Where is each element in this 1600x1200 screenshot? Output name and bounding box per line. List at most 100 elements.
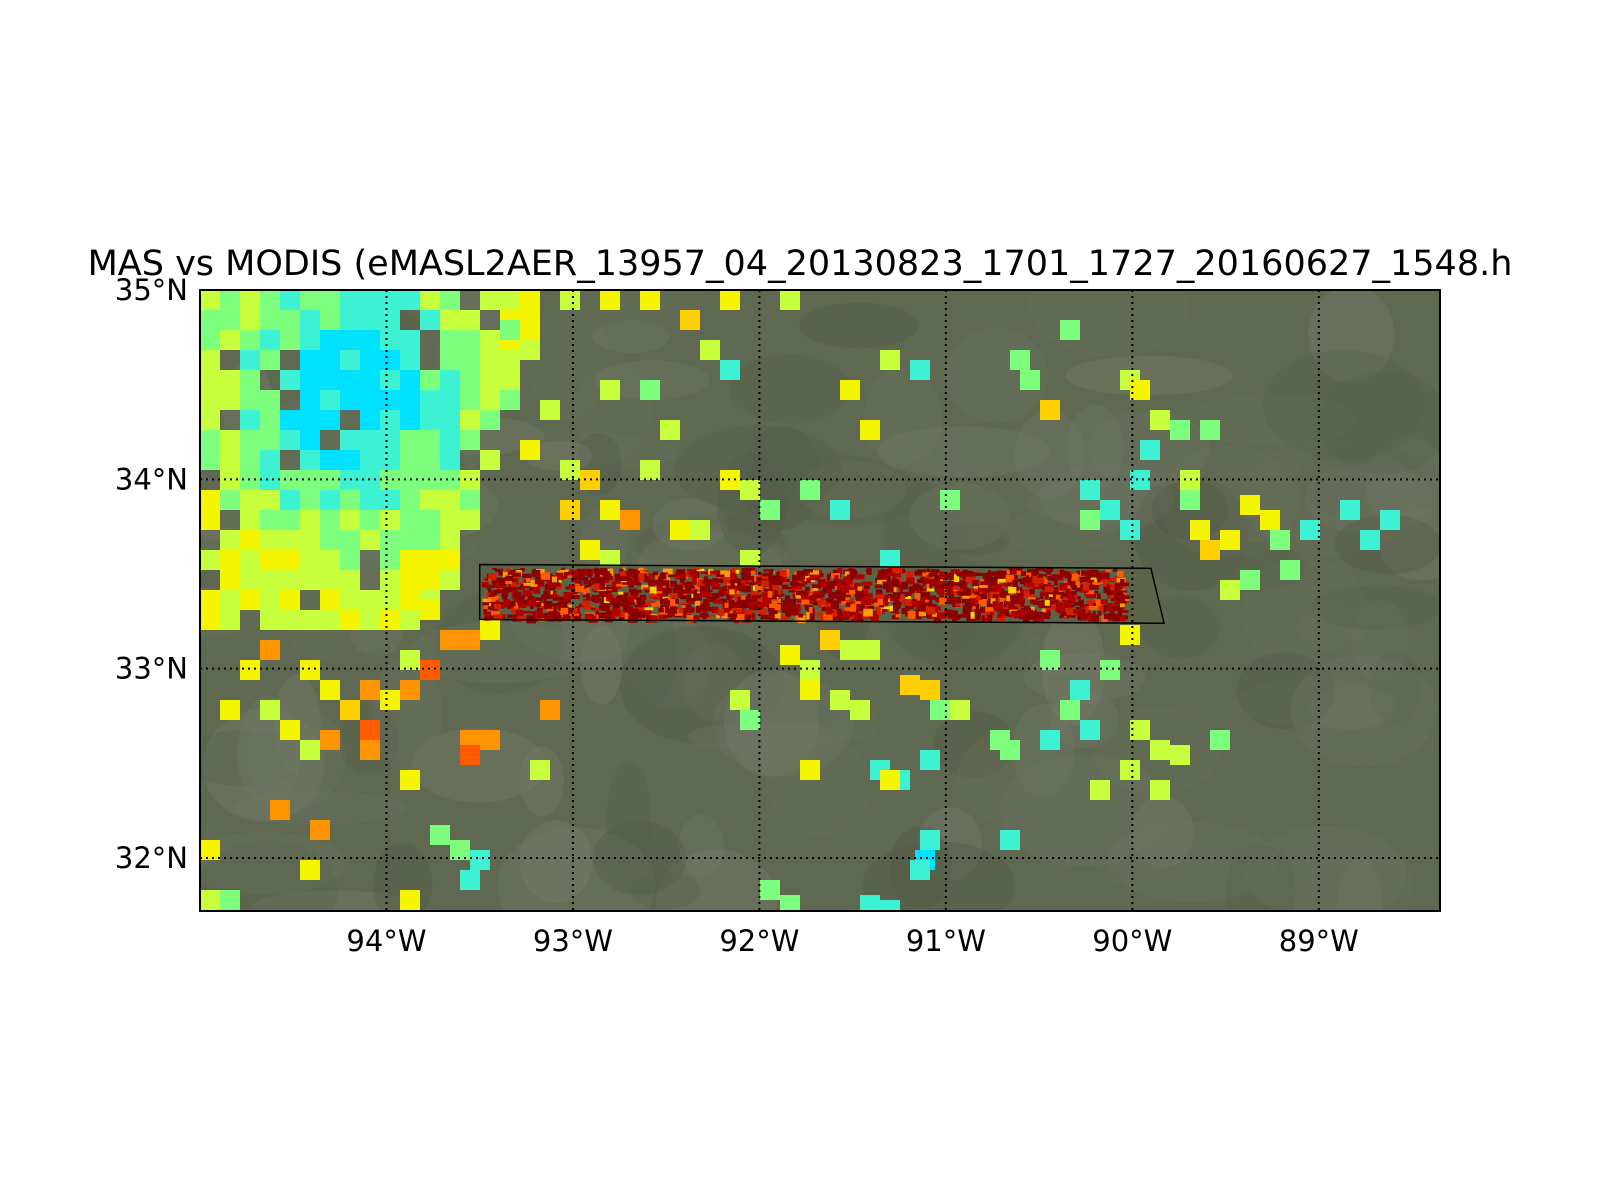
swath-pixel xyxy=(892,568,902,574)
swath-pixel xyxy=(668,574,676,577)
swath-pixel xyxy=(1038,584,1044,587)
aod-cell xyxy=(300,570,320,590)
aod-cell xyxy=(220,310,240,330)
aod-cell xyxy=(440,510,460,530)
aod-cell xyxy=(240,390,260,410)
aod-cell xyxy=(400,890,420,910)
aod-cell xyxy=(840,380,860,400)
swath-pixel xyxy=(687,615,694,623)
swath-pixel xyxy=(988,570,991,573)
aod-cell xyxy=(830,690,850,710)
swath-pixel xyxy=(518,600,526,604)
swath-pixel xyxy=(1011,596,1020,604)
swath-pixel xyxy=(916,603,920,610)
swath-pixel xyxy=(1063,597,1068,600)
aod-cell xyxy=(700,340,720,360)
swath-pixel xyxy=(561,568,564,570)
swath-pixel xyxy=(1101,599,1108,604)
aod-cell xyxy=(480,390,500,410)
swath-pixel xyxy=(563,615,567,620)
aod-cell xyxy=(380,350,400,370)
swath-pixel xyxy=(551,612,561,620)
aod-cell xyxy=(1280,560,1300,580)
aod-cell xyxy=(620,510,640,530)
aod-cell xyxy=(360,410,380,430)
swath-pixel xyxy=(850,604,856,612)
aod-cell xyxy=(220,570,240,590)
aod-cell xyxy=(400,350,420,370)
swath-pixel xyxy=(955,614,962,618)
aod-cell xyxy=(580,540,600,560)
swath-pixel xyxy=(939,571,945,579)
aod-cell xyxy=(440,290,460,310)
aod-cell xyxy=(440,310,460,330)
swath-pixel xyxy=(522,574,531,578)
swath-pixel xyxy=(627,578,633,585)
aod-cell xyxy=(460,410,480,430)
aod-cell xyxy=(380,690,400,710)
swath-pixel xyxy=(583,577,588,585)
aod-cell xyxy=(280,370,300,390)
aod-cell xyxy=(280,530,300,550)
swath-pixel xyxy=(505,576,510,582)
swath-pixel xyxy=(679,602,687,604)
swath-pixel xyxy=(642,610,652,614)
aod-cell xyxy=(440,530,460,550)
aod-cell xyxy=(340,290,360,310)
swath-pixel xyxy=(1039,602,1042,606)
swath-pixel xyxy=(762,576,768,579)
aod-cell xyxy=(880,770,900,790)
swath-pixel xyxy=(909,586,915,593)
aod-cell xyxy=(300,290,320,310)
swath-pixel xyxy=(987,615,992,622)
swath-pixel xyxy=(810,575,820,581)
aod-cell xyxy=(380,330,400,350)
aod-cell xyxy=(1130,380,1150,400)
swath-pixel xyxy=(1030,589,1034,594)
aod-cell xyxy=(260,410,280,430)
swath-pixel xyxy=(700,613,709,617)
aod-cell xyxy=(420,660,440,680)
aod-cell xyxy=(260,470,280,490)
aod-cell xyxy=(400,610,420,630)
swath-pixel xyxy=(1100,606,1104,612)
aod-cell xyxy=(240,490,260,510)
aod-cell xyxy=(460,510,480,530)
swath-pixel xyxy=(687,609,695,612)
swath-pixel xyxy=(893,592,899,597)
swath-pixel xyxy=(954,598,961,604)
aod-cell xyxy=(1240,495,1260,515)
aod-cell xyxy=(480,730,500,750)
aod-cell xyxy=(380,390,400,410)
swath-pixel xyxy=(1068,594,1074,601)
aod-cell xyxy=(500,390,520,410)
aod-cell xyxy=(420,450,440,470)
aod-cell xyxy=(220,430,240,450)
swath-pixel xyxy=(718,609,725,616)
swath-pixel xyxy=(570,570,578,576)
aod-cell xyxy=(690,520,710,540)
aod-cell xyxy=(220,550,240,570)
aod-cell xyxy=(480,410,500,430)
aod-cell xyxy=(240,430,260,450)
aod-cell xyxy=(900,675,920,695)
aod-cell xyxy=(1090,780,1110,800)
swath-pixel xyxy=(1061,612,1067,616)
swath-pixel xyxy=(526,600,535,606)
swath-pixel xyxy=(843,611,850,617)
aod-cell xyxy=(340,450,360,470)
aod-cell xyxy=(340,700,360,720)
aod-cell xyxy=(380,510,400,530)
swath-pixel xyxy=(842,595,851,597)
swath-pixel xyxy=(538,615,548,619)
swath-pixel xyxy=(544,601,553,609)
aod-cell xyxy=(240,590,260,610)
aod-cell xyxy=(260,490,280,510)
longitude-tick-labels: 94°W 93°W 92°W 91°W 90°W 89°W xyxy=(346,924,1358,958)
swath-pixel xyxy=(496,589,500,594)
aod-cell xyxy=(850,700,870,720)
swath-pixel xyxy=(670,593,678,598)
swath-pixel xyxy=(612,610,620,616)
swath-pixel xyxy=(1033,612,1043,619)
aod-cell xyxy=(320,310,340,330)
